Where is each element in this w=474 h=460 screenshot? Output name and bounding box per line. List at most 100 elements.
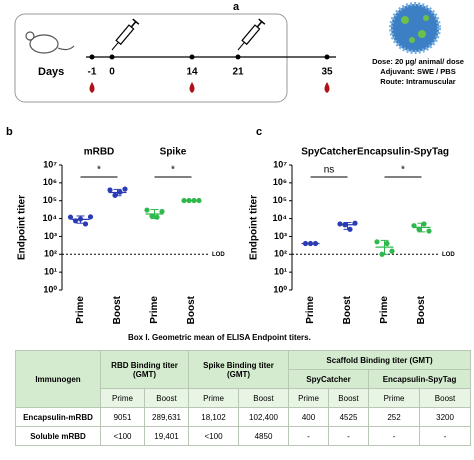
data-cell: 252 — [368, 407, 421, 427]
significance-label: * — [97, 165, 101, 176]
x-tick-label: Boost — [186, 295, 197, 324]
blood-drop — [89, 82, 95, 93]
significance-label: ns — [324, 165, 335, 176]
data-cell: - — [368, 426, 421, 446]
y-tick-label: 10⁷ — [273, 159, 287, 169]
y-tick-label: 10⁴ — [43, 213, 57, 223]
header-cell: SpyCatcher — [288, 369, 370, 389]
timeline-label: Days — [38, 66, 64, 78]
timeline-box — [14, 13, 288, 103]
data-cell: 102,400 — [238, 407, 290, 427]
note: Route: Intramuscular — [380, 77, 456, 86]
data-point — [337, 221, 343, 227]
virus-icon — [389, 2, 441, 54]
phase-cell: Boost — [238, 388, 290, 408]
x-tick-label: Boost — [112, 295, 123, 324]
y-axis-label: Endpoint titer — [249, 195, 260, 260]
y-tick-label: 10⁷ — [43, 159, 57, 169]
group-label: mRBD — [84, 147, 115, 158]
phase-row: Prime Boost Prime Boost Prime Boost Prime Boost — [16, 388, 472, 408]
data-point — [374, 239, 380, 245]
lod-label: LOD — [442, 252, 455, 258]
data-cell: 3200 — [419, 407, 472, 427]
x-tick-label: Prime — [149, 296, 160, 324]
y-tick-label: 10³ — [44, 231, 57, 241]
data-cell: 400 — [288, 407, 330, 427]
phase-cell: Prime — [368, 388, 421, 408]
phase-cell: Prime — [288, 388, 330, 408]
data-cell: - — [328, 426, 370, 446]
timeline-dot — [235, 54, 241, 60]
data-cell: 289,631 — [143, 407, 190, 427]
data-cell: 19,401 — [143, 426, 190, 446]
group-label: SpyCatcher — [301, 147, 357, 158]
lod-label: LOD — [212, 252, 225, 258]
data-point — [82, 221, 89, 227]
y-tick-label: 10⁰ — [273, 284, 287, 294]
syringe-handle — [258, 18, 266, 25]
blood-drop — [189, 82, 195, 93]
syringe-icon — [237, 18, 266, 51]
syringe-needle — [237, 42, 245, 51]
timeline-dot — [324, 54, 330, 60]
syringe-handle — [132, 18, 140, 25]
header-cell: Scaffold Binding titer (GMT) — [288, 350, 472, 370]
y-tick-label: 10⁶ — [273, 177, 287, 187]
data-cell: 9051 — [100, 407, 145, 427]
syringe-needle — [111, 42, 119, 51]
group-label: Encapsulin-SpyTag — [357, 147, 449, 158]
data-point — [421, 221, 427, 227]
x-tick-label: Boost — [416, 295, 427, 324]
figure: a Days Dose: 20 µg/ animal/ dose Adjuvan… — [6, 1, 464, 342]
table-caption: Box I. Geometric mean of ELISA Endpoint … — [128, 333, 311, 342]
panel-label: c — [256, 126, 262, 138]
data-point — [159, 208, 165, 215]
y-tick-label: 10⁶ — [43, 177, 57, 187]
data-cell: Soluble mRBD — [15, 426, 101, 446]
data-point — [426, 228, 432, 234]
timeline-dot — [89, 54, 95, 60]
phase-cell: Boost — [143, 388, 190, 408]
significance-label: * — [401, 165, 405, 176]
syringe-plunger — [256, 21, 263, 28]
y-tick-label: 10³ — [274, 231, 287, 241]
x-tick-label: Prime — [75, 296, 86, 324]
mouse-icon — [25, 31, 75, 54]
data-cell: 4850 — [238, 426, 290, 446]
x-tick-label: Prime — [305, 296, 316, 324]
data-cell: 4525 — [328, 407, 370, 427]
phase-cell: Prime — [100, 388, 145, 408]
header-cell: Encapsulin-SpyTag — [368, 369, 472, 389]
phase-cell: Boost — [328, 388, 370, 408]
y-axis-label: Endpoint titer — [17, 195, 28, 260]
y-tick-label: 10⁵ — [273, 195, 287, 205]
timeline-dot — [109, 54, 115, 60]
x-tick-label: Prime — [379, 296, 390, 324]
syringe-barrel — [115, 24, 135, 46]
data-row: Encapsulin-mRBD 9051 289,631 18,102 102,400 4… — [15, 407, 472, 427]
titer-table: Immunogen RBD Binding titer (GMT) Spike … — [15, 350, 472, 446]
y-tick-label: 10² — [44, 249, 57, 259]
data-row: Soluble mRBD <100 19,401 <100 4850- - - - — [15, 426, 472, 446]
header-cell: Spike Binding titer (GMT) — [188, 350, 290, 389]
day-label: 14 — [186, 67, 198, 78]
data-point — [67, 214, 74, 220]
data-point — [384, 240, 390, 247]
day-label: 0 — [109, 67, 115, 78]
data-cell: 18,102 — [188, 407, 240, 427]
syringe-icon — [111, 18, 140, 51]
data-point — [122, 186, 128, 192]
data-point — [389, 248, 395, 254]
panel-label: b — [6, 126, 13, 138]
data-cell: <100 — [100, 426, 145, 446]
timeline-dot — [189, 54, 195, 60]
data-point — [107, 187, 113, 193]
data-cell: Encapsulin-mRBD — [15, 407, 101, 427]
data-point — [87, 214, 94, 220]
note: Dose: 20 µg/ animal/ dose — [372, 57, 464, 66]
x-tick-label: Boost — [342, 295, 353, 324]
syringe-barrel — [241, 24, 261, 46]
y-tick-label: 10¹ — [44, 267, 57, 277]
note: Adjuvant: SWE / PBS — [380, 67, 455, 76]
